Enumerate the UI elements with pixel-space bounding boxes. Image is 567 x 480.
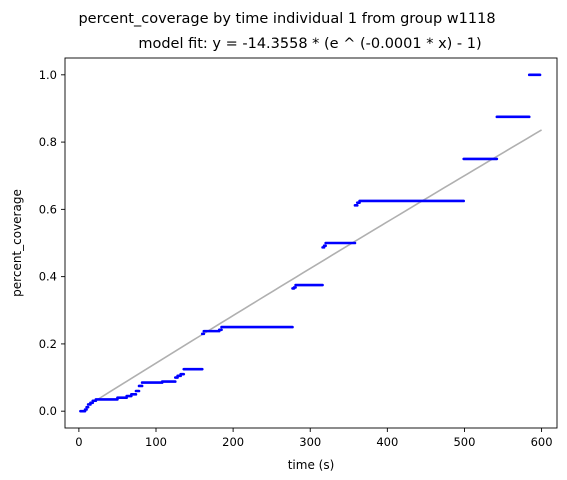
x-axis-ticks: 0 100 200 300 400 500 600: [75, 428, 553, 449]
x-tick-label: 600: [531, 435, 553, 449]
y-tick-label: 0.4: [39, 270, 57, 284]
x-tick-label: 200: [222, 435, 244, 449]
y-tick-label: 0.8: [39, 135, 57, 149]
y-tick-label: 0.0: [39, 404, 57, 418]
x-tick-label: 300: [299, 435, 321, 449]
y-tick-label: 1.0: [39, 68, 57, 82]
plot-frame: [64, 57, 558, 429]
plot-marks: [79, 73, 542, 413]
y-tick-label: 0.6: [39, 202, 57, 216]
x-tick-label: 100: [145, 435, 167, 449]
x-tick-label: 500: [453, 435, 475, 449]
chart-title: percent_coverage by time individual 1 fr…: [78, 11, 495, 27]
fit-line: [93, 129, 542, 403]
chart-subtitle: model fit: y = -14.3558 * (e ^ (-0.0001 …: [138, 36, 481, 52]
x-tick-label: 0: [75, 435, 82, 449]
y-axis-ticks: 0.0 0.2 0.4 0.6 0.8 1.0: [39, 68, 65, 418]
y-axis-label: percent_coverage: [10, 189, 24, 297]
y-tick-label: 0.2: [39, 337, 57, 351]
x-tick-label: 400: [376, 435, 398, 449]
x-axis-label: time (s): [288, 458, 335, 472]
